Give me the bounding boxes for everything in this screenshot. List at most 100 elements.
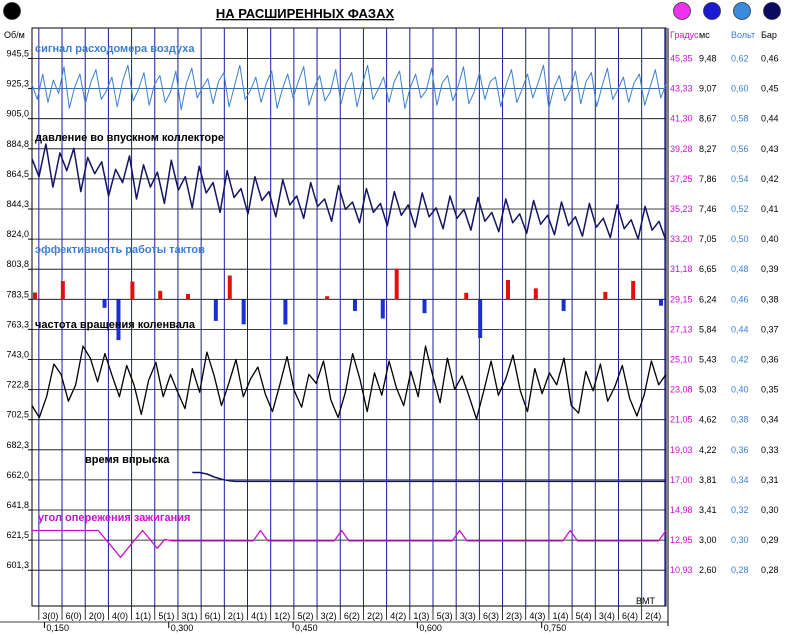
cycle-label: 6(3)	[483, 611, 499, 621]
ignition-line	[32, 529, 667, 558]
left-axis: 945,5 925,3 905,0 884,8 864,5 844,3 824,0 803,8…	[4, 30, 32, 571]
degree-tick-label: 35,23	[670, 204, 693, 214]
chart-title: НА РАСШИРЕННЫХ ФАЗАХ	[216, 6, 395, 21]
cycle-label: 1(1)	[135, 611, 151, 621]
degree-tick-label: 31,18	[670, 264, 693, 274]
volt-tick-label: 0,58	[731, 114, 749, 124]
bar-tick-label: 0,37	[761, 324, 779, 334]
degree-tick-label: 10,93	[670, 565, 693, 575]
efficiency-bar	[464, 292, 469, 300]
ms-tick-label: 7,46	[699, 204, 717, 214]
efficiency-bar	[394, 268, 399, 300]
air-flow-line	[31, 64, 667, 111]
cycle-label: 5(2)	[297, 611, 313, 621]
degree-tick-label: 27,13	[670, 324, 693, 334]
bar-tick-label: 0,35	[761, 385, 779, 395]
ms-tick-label: 4,62	[699, 415, 717, 425]
ms-unit: мс	[699, 30, 710, 40]
volt-tick-label: 0,50	[731, 234, 749, 244]
degree-tick-label: 23,08	[670, 385, 693, 395]
indicators	[3, 2, 781, 20]
time-tick-label: 0,450	[295, 623, 318, 633]
degree-tick-label: 19,03	[670, 445, 693, 455]
efficiency-bar	[227, 275, 232, 300]
right-axes: Градус 45,35 43,33 41,30 39,28 37,25 35,23 33,2…	[670, 30, 779, 575]
efficiency-bar	[352, 299, 357, 311]
left-tick-label: 783,5	[6, 289, 29, 299]
cycle-label: 2(4)	[645, 611, 661, 621]
bar-tick-label: 0,34	[761, 415, 779, 425]
manifold_pressure-label: давление во впускном коллекторе	[35, 132, 224, 144]
efficiency-bar	[283, 299, 288, 325]
left-tick-label: 621,5	[6, 530, 29, 540]
efficiency-bar	[380, 299, 385, 319]
efficiency-bar	[186, 293, 191, 300]
degree-tick-label: 12,95	[670, 535, 693, 545]
efficiency-bar	[659, 299, 663, 306]
volt-tick-label: 0,30	[731, 535, 749, 545]
ms-tick-label: 5,03	[699, 385, 717, 395]
ms-tick-label: 8,27	[699, 144, 717, 154]
ignition-label: угол опережения зажигания	[38, 512, 190, 524]
efficiency-bar	[505, 280, 510, 300]
bar-tick-label: 0,42	[761, 174, 779, 184]
efficiency-bar	[478, 299, 483, 338]
efficiency-bar	[102, 299, 107, 308]
efficiency-bar	[213, 299, 218, 321]
circle-indicator	[763, 2, 781, 20]
degree-tick-label: 25,10	[670, 355, 693, 365]
rpm-line	[31, 345, 667, 420]
volt-tick-label: 0,32	[731, 505, 749, 515]
circle-indicator	[703, 2, 721, 20]
volt-tick-label: 0,42	[731, 355, 749, 365]
volt-tick-label: 0,36	[731, 445, 749, 455]
volt-tick-label: 0,40	[731, 385, 749, 395]
left-tick-label: 722,8	[6, 380, 29, 390]
bar-unit: Бар	[761, 30, 777, 40]
left-tick-label: 601,3	[6, 560, 29, 570]
efficiency-bar	[60, 281, 65, 300]
bar-tick-label: 0,33	[761, 445, 779, 455]
efficiency-bar	[561, 299, 566, 311]
cycle-label: 3(2)	[321, 611, 337, 621]
ms-tick-label: 9,48	[699, 54, 717, 64]
ms-tick-label: 7,05	[699, 234, 717, 244]
left-tick-label: 702,5	[6, 410, 29, 420]
degree-tick-label: 39,28	[670, 144, 693, 154]
time-tick-label: 0,750	[544, 623, 567, 633]
cycle-label: 6(2)	[344, 611, 360, 621]
time-tick-label: 0,150	[46, 623, 69, 633]
volt-tick-label: 0,54	[731, 174, 749, 184]
cycle-label: 3(4)	[599, 611, 615, 621]
cycle-label: 5(4)	[576, 611, 592, 621]
cycle-label: 6(0)	[66, 611, 82, 621]
bottom-axis: 3(0) 6(0) 2(0) 4(0) 1(1) 5(1) 3(1) 6(1) 2(1) 4(1)…	[0, 596, 668, 633]
degree-tick-label: 29,15	[670, 294, 693, 304]
ms-tick-label: 9,07	[699, 84, 717, 94]
x-axis-label: ВМТ	[636, 596, 656, 606]
time-tick-label: 0,600	[419, 623, 442, 633]
cycle-label: 2(2)	[367, 611, 383, 621]
cycle-label: 2(3)	[506, 611, 522, 621]
cylinder-lines	[38, 28, 666, 606]
left-tick-label: 905,0	[6, 109, 29, 119]
left-tick-label: 743,0	[6, 350, 29, 360]
ms-tick-label: 6,65	[699, 264, 717, 274]
circle-indicator	[673, 2, 691, 20]
volt-tick-label: 0,44	[731, 324, 749, 334]
injection-label: время впрыска	[85, 454, 170, 466]
cycle-label: 6(4)	[622, 611, 638, 621]
cycle-label: 1(2)	[274, 611, 290, 621]
efficiency-bar	[33, 292, 37, 300]
volt-tick-label: 0,56	[731, 144, 749, 154]
time-tick-label: 0,300	[171, 623, 194, 633]
ms-tick-label: 3,00	[699, 535, 717, 545]
left-tick-label: 803,8	[6, 259, 29, 269]
degree-tick-label: 43,33	[670, 84, 693, 94]
left-tick-label: 641,8	[6, 500, 29, 510]
cycle-label: 1(3)	[413, 611, 429, 621]
ms-tick-label: 5,84	[699, 324, 717, 334]
volt-tick-label: 0,34	[731, 475, 749, 485]
degree-tick-label: 14,98	[670, 505, 693, 515]
